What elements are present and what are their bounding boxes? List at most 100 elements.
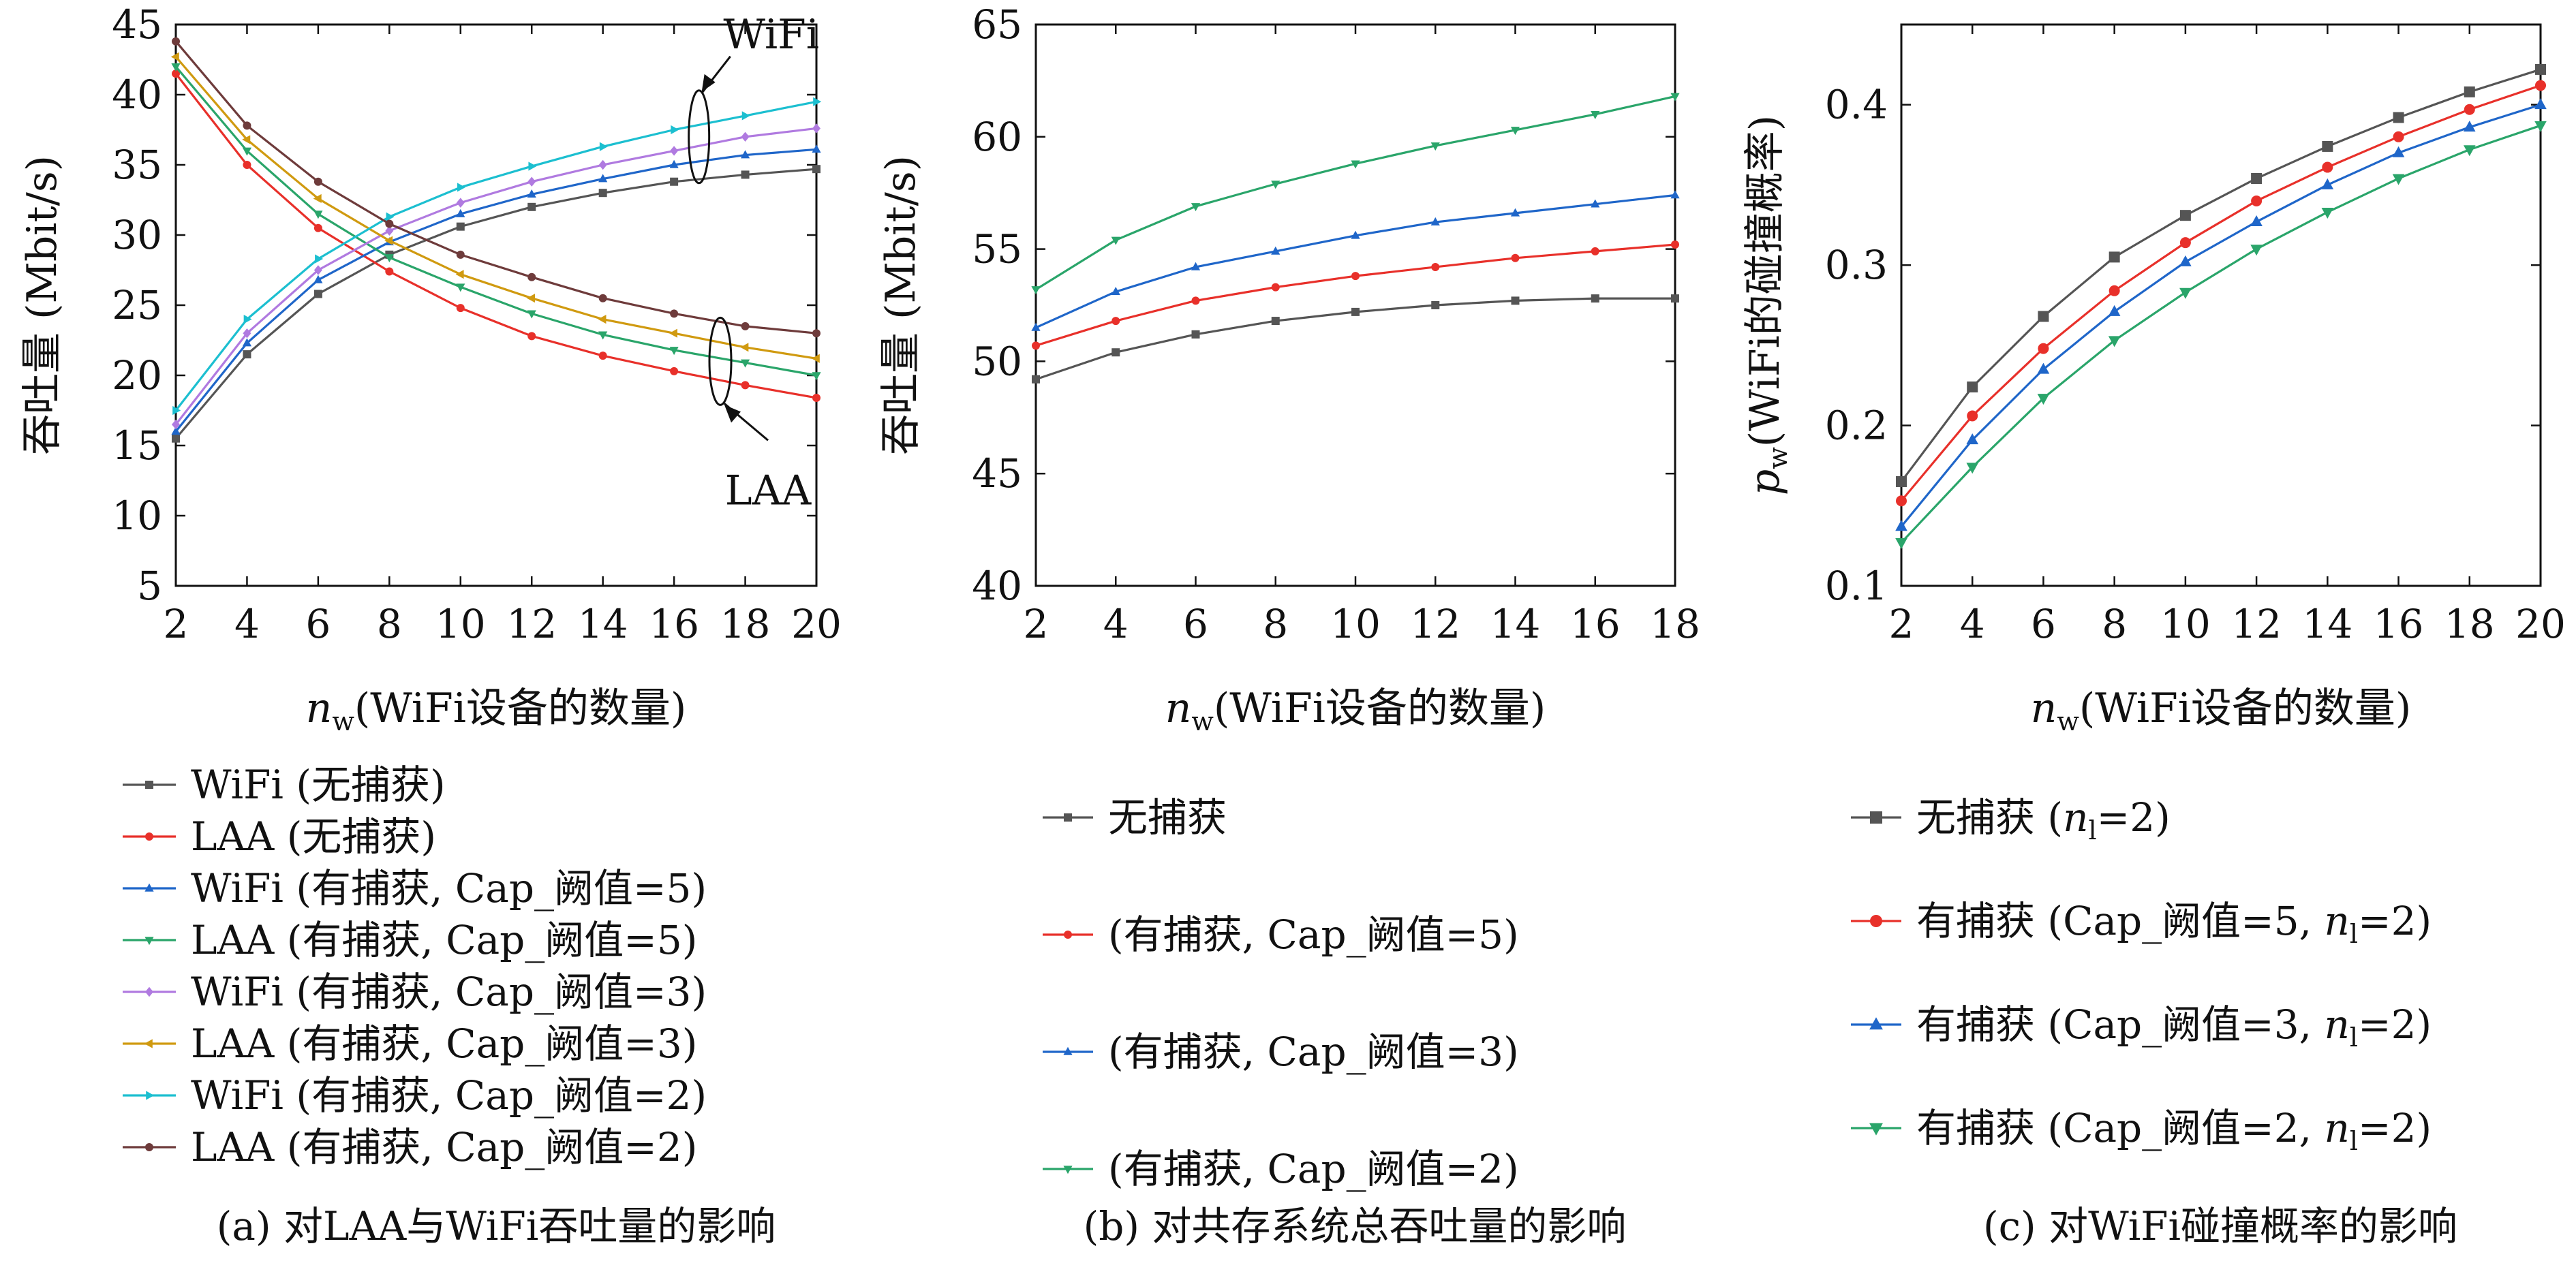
data-point <box>1896 495 1907 507</box>
legend-marker <box>1063 1046 1073 1055</box>
data-point <box>385 219 394 228</box>
data-point <box>243 350 251 359</box>
legend-label-sub: l <box>2350 1023 2358 1052</box>
data-point <box>2464 104 2475 115</box>
x-tick-label: 14 <box>1490 601 1541 647</box>
x-axis-label-text: (WiFi设备的数量) <box>2079 685 2411 732</box>
x-tick-label: 2 <box>1024 601 1049 647</box>
x-axis-label: nw(WiFi设备的数量) <box>2031 685 2412 736</box>
legend-item: WiFi (有捕获, Cap_阙值=3) <box>123 969 707 1015</box>
legend-label-text: WiFi (有捕获, Cap_阙值=5) <box>191 865 707 911</box>
chart-panel-1: 2 4 6 8 10 12 14 16 18 20 5 10 15 20 25 30 35 40 45 nw(WiFi… <box>18 1 842 1249</box>
data-point <box>385 225 394 236</box>
y-tick-label: 45 <box>972 450 1022 497</box>
data-point <box>1111 317 1120 326</box>
legend-label-text: LAA (有捕获, Cap_阙值=5) <box>191 917 697 963</box>
legend-label: LAA (有捕获, Cap_阙值=2) <box>191 1124 697 1170</box>
legend-label: WiFi (无捕获) <box>191 762 446 808</box>
legend-label-text: WiFi (有捕获, Cap_阙值=2) <box>191 1072 707 1119</box>
legend-label: WiFi (有捕获, Cap_阙值=2) <box>191 1072 707 1119</box>
legend-label-text: 无捕获 <box>1108 794 1227 841</box>
series-line <box>1900 124 2541 544</box>
legend-item: LAA (有捕获, Cap_阙值=5) <box>123 917 697 963</box>
data-point <box>598 315 607 324</box>
data-point <box>2037 394 2050 405</box>
legend-marker <box>144 937 154 946</box>
x-tick-label: 12 <box>1410 601 1460 647</box>
data-point <box>598 331 608 340</box>
legend-label-text: (有捕获, Cap_阙值=5) <box>1108 911 1519 958</box>
legend-label-text: LAA (有捕获, Cap_阙值=2) <box>191 1124 697 1170</box>
legend-marker <box>1870 915 1882 927</box>
data-point <box>1967 410 1978 422</box>
data-point <box>1591 247 1599 255</box>
data-point <box>1967 381 1978 393</box>
data-point <box>1671 294 1679 303</box>
data-point <box>1670 93 1680 102</box>
y-axis-label: 吞吐量 (Mbit/s) <box>18 155 66 455</box>
y-tick-label: 40 <box>972 563 1022 609</box>
y-axis-label-var: p <box>1741 469 1789 495</box>
y-tick-label: 10 <box>112 493 162 539</box>
x-axis-label: nw(WiFi设备的数量) <box>1165 685 1546 736</box>
data-point <box>669 328 677 338</box>
legend-label-text: LAA (有捕获, Cap_阙值=3) <box>191 1020 697 1067</box>
legend-label-tail: =2) <box>2358 898 2432 944</box>
data-point <box>527 294 536 303</box>
data-point <box>1670 190 1680 199</box>
series-6 <box>170 52 820 363</box>
data-point <box>1430 142 1440 151</box>
data-point <box>527 332 536 341</box>
data-point <box>242 338 252 347</box>
legend-label: LAA (有捕获, Cap_阙值=3) <box>191 1020 697 1067</box>
legend-item: (有捕获, Cap_阙值=2) <box>1043 1146 1519 1192</box>
x-tick-label: 16 <box>2374 601 2424 647</box>
wifi-annotation-label: WiFi <box>723 11 819 59</box>
data-point <box>1031 286 1041 295</box>
data-point <box>669 347 679 356</box>
data-point <box>2463 145 2476 157</box>
data-point <box>2535 80 2546 91</box>
y-tick-label: 35 <box>112 142 162 188</box>
data-point <box>2109 285 2120 296</box>
data-point <box>1271 246 1281 255</box>
data-point <box>1966 433 1979 445</box>
x-axis-label-text: (WiFi设备的数量) <box>354 685 686 732</box>
x-tick-label: 10 <box>2160 601 2211 647</box>
data-point <box>172 419 180 430</box>
legend-label-var: n <box>2325 1001 2350 1048</box>
data-point <box>1271 317 1280 326</box>
legend-item: LAA (有捕获, Cap_阙值=3) <box>123 1020 697 1067</box>
x-tick-label: 6 <box>2031 601 2056 647</box>
legend-label: (有捕获, Cap_阙值=2) <box>1108 1146 1519 1192</box>
legend-label-text: 有捕获 (Cap_阙值=3, <box>1916 1001 2325 1048</box>
data-point <box>812 393 821 402</box>
series-2 <box>1032 240 1679 350</box>
x-tick-label: 10 <box>1330 601 1381 647</box>
data-point <box>456 283 465 292</box>
y-tick-label: 30 <box>112 212 162 258</box>
x-axis-label-sub: w <box>2057 706 2079 736</box>
legend-item: (有捕获, Cap_阙值=5) <box>1043 911 1519 958</box>
data-point <box>243 328 251 339</box>
data-point <box>1895 538 1907 550</box>
panels: 2 4 6 8 10 12 14 16 18 2051015202530354045nw(WiFi… <box>18 1 2566 1249</box>
legend-label: 无捕获 (nl=2) <box>1916 794 2171 845</box>
series-line <box>174 148 817 433</box>
x-axis-label-var: n <box>2031 685 2057 732</box>
data-point <box>384 236 393 245</box>
legend-label: (有捕获, Cap_阙值=5) <box>1108 911 1519 958</box>
data-point <box>2108 336 2121 347</box>
legend-label: WiFi (有捕获, Cap_阙值=3) <box>191 969 707 1015</box>
x-tick-label: 14 <box>2302 601 2352 647</box>
x-tick-label: 4 <box>1103 601 1129 647</box>
data-point <box>243 121 251 130</box>
legend-item: (有捕获, Cap_阙值=3) <box>1043 1029 1519 1075</box>
plot-frame <box>1900 23 2542 587</box>
data-point <box>670 367 679 375</box>
x-tick-label: 10 <box>435 601 486 647</box>
series-line <box>174 56 817 360</box>
laa-annotation-label: LAA <box>725 467 812 514</box>
x-tick-label: 18 <box>1650 601 1700 647</box>
